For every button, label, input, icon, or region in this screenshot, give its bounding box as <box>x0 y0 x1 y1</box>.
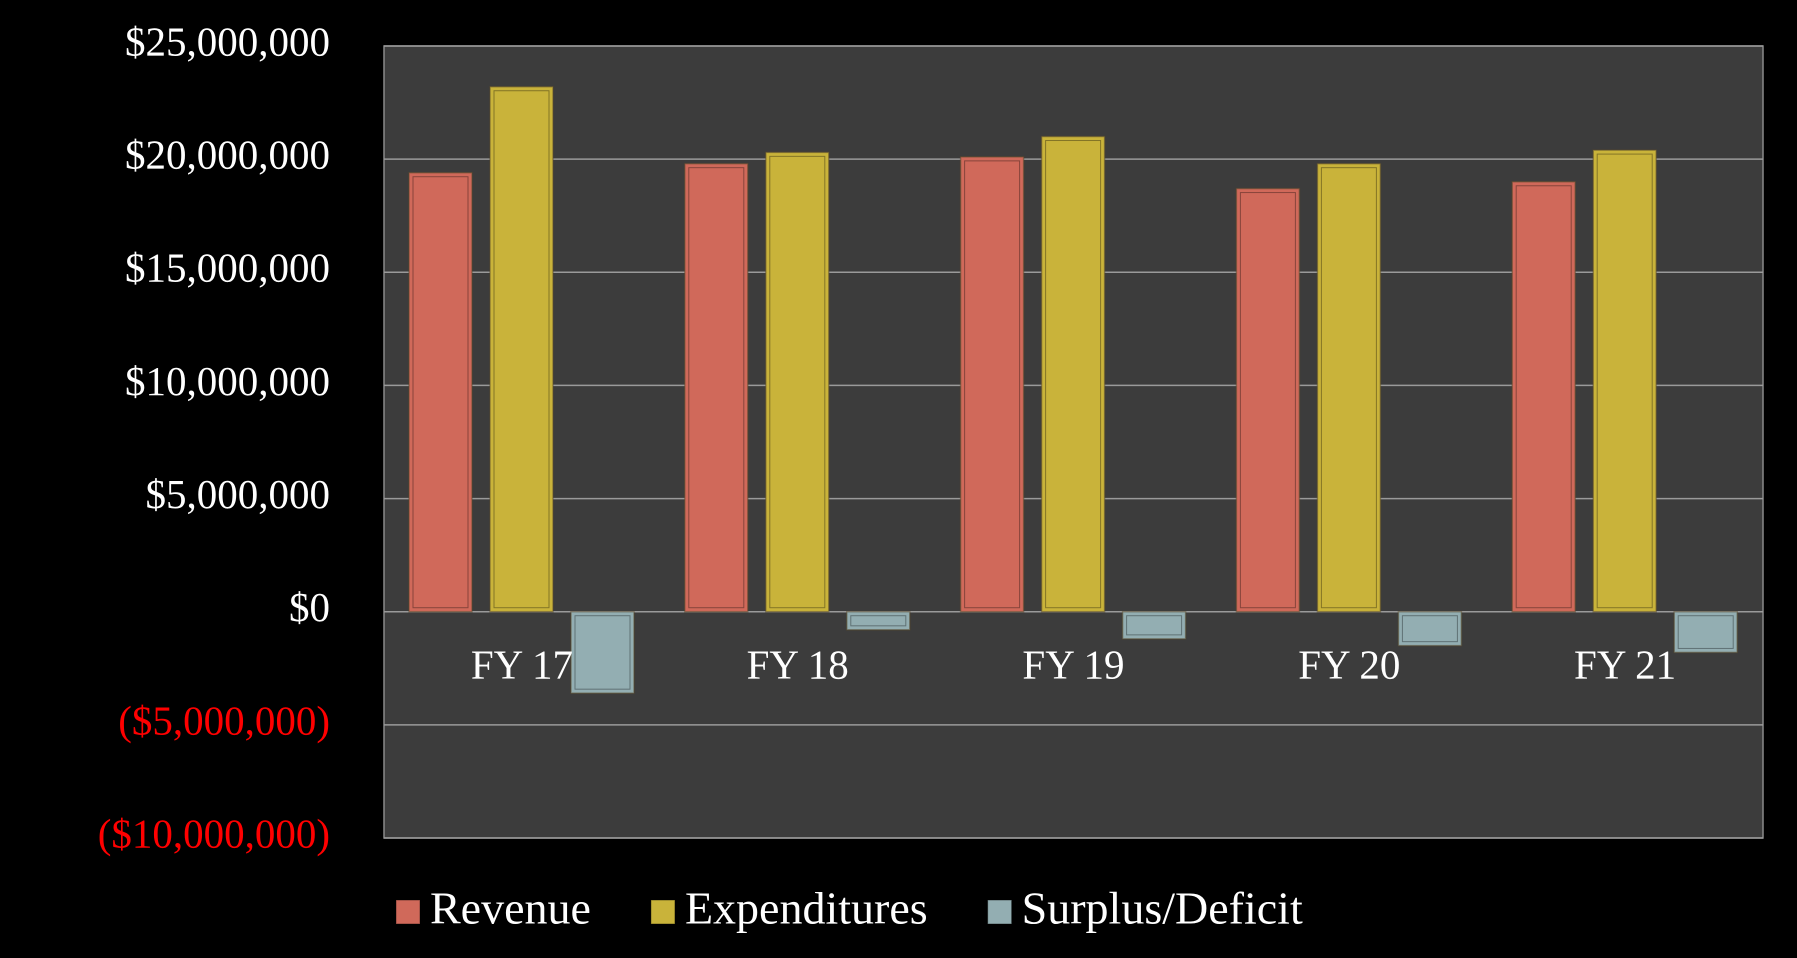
x-tick-label: FY 20 <box>1298 641 1400 687</box>
legend-label: Expenditures <box>685 883 928 934</box>
bar-inner-edge <box>688 167 745 609</box>
x-tick-label: FY 17 <box>471 641 573 687</box>
bar-inner-edge <box>574 615 631 690</box>
y-tick-label: $15,000,000 <box>125 245 330 291</box>
legend-label: Surplus/Deficit <box>1022 883 1303 934</box>
bar-inner-edge <box>1126 615 1183 636</box>
x-tick-label: FY 21 <box>1574 641 1676 687</box>
y-tick-label: $10,000,000 <box>125 358 330 404</box>
y-tick-label: $25,000,000 <box>125 18 330 64</box>
bar <box>570 610 635 694</box>
legend-swatch <box>987 899 1013 925</box>
bar-inner-edge <box>1677 615 1734 649</box>
bar-inner-edge <box>1515 185 1572 609</box>
y-tick-label: ($10,000,000) <box>98 810 330 856</box>
bar <box>1673 610 1738 654</box>
bar <box>959 156 1025 613</box>
legend-label: Revenue <box>430 883 591 934</box>
bar <box>489 85 554 613</box>
bar <box>1592 149 1657 613</box>
bar-inner-edge <box>850 615 907 627</box>
x-tick-label: FY 18 <box>747 641 849 687</box>
x-tick-label: FY 19 <box>1022 641 1124 687</box>
bar <box>1397 610 1463 647</box>
bar <box>1511 181 1576 613</box>
bar <box>408 171 473 613</box>
y-tick-label: $5,000,000 <box>146 471 331 517</box>
bar-inner-edge <box>964 160 1021 609</box>
bar <box>1316 162 1382 613</box>
y-tick-label: $20,000,000 <box>125 132 330 178</box>
bar <box>684 162 749 613</box>
bar-inner-edge <box>412 176 469 609</box>
bar-inner-edge <box>493 90 550 609</box>
legend-swatch <box>650 899 676 925</box>
bar <box>1121 610 1187 640</box>
bar <box>1040 135 1106 613</box>
bar <box>1235 187 1301 613</box>
legend-swatch <box>395 899 421 925</box>
bar-inner-edge <box>1239 192 1296 609</box>
bar-inner-edge <box>769 155 826 609</box>
bar <box>846 610 911 631</box>
bar-inner-edge <box>1401 615 1458 643</box>
y-tick-label: ($5,000,000) <box>118 697 330 743</box>
bar <box>765 151 830 613</box>
bar-inner-edge <box>1045 140 1102 609</box>
bar-inner-edge <box>1596 153 1653 609</box>
bar-inner-edge <box>1320 167 1377 609</box>
y-tick-label: $0 <box>289 584 330 630</box>
